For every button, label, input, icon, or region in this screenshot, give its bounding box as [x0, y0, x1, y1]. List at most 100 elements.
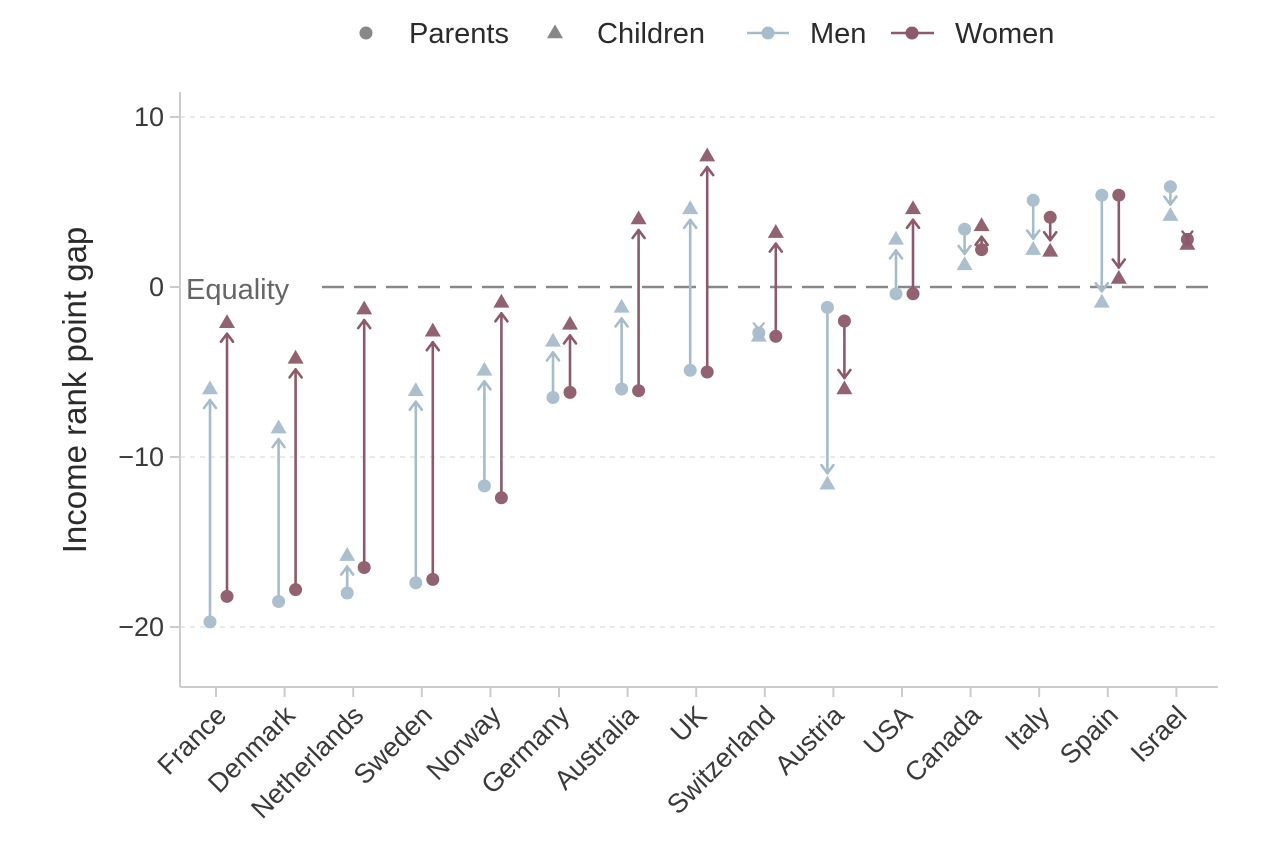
women-child-point: [493, 293, 510, 308]
x-tick-label: Canada: [899, 699, 988, 788]
x-tick-label: USA: [858, 700, 918, 760]
men-child-point: [956, 256, 973, 271]
men-parent-point: [272, 595, 286, 608]
women-child-point: [699, 147, 716, 162]
women-denmark-pair: [287, 349, 304, 597]
arrow-head: [219, 332, 235, 343]
women-parent-point: [700, 365, 714, 379]
gridlines: [180, 116, 1218, 628]
men-child-point: [1025, 241, 1042, 255]
arrow-head: [477, 380, 492, 391]
arrow-head: [631, 228, 646, 240]
arrow-head: [408, 400, 424, 411]
legend-children-label: Children: [597, 18, 705, 50]
men-child-point: [545, 332, 561, 347]
men-child-point: [682, 200, 699, 215]
women-switzerland-pair: [767, 224, 784, 343]
women-child-point: [356, 300, 373, 315]
men-child-point: [202, 380, 218, 395]
men-child-point: [888, 230, 904, 245]
men-child-point: [750, 327, 767, 342]
women-italy-pair: [1042, 210, 1059, 257]
legend-children-marker: [547, 24, 563, 39]
arrow-head: [356, 318, 372, 330]
arrow-head: [1042, 231, 1058, 242]
men-child-point: [407, 382, 424, 396]
series-men: [202, 180, 1179, 629]
women-france-pair: [219, 314, 235, 603]
arrow-head: [699, 165, 715, 177]
men-spain-pair: [1093, 188, 1110, 308]
y-tick-label: 0: [149, 272, 164, 302]
men-parent-point: [203, 615, 217, 629]
x-tick-label: Israel: [1125, 700, 1193, 768]
women-child-point: [836, 380, 853, 395]
women-child-point: [973, 217, 990, 232]
women-parent-point: [1043, 210, 1057, 224]
x-tick-label: Italy: [999, 700, 1056, 757]
women-parent-point: [563, 385, 577, 399]
arrow-head: [545, 351, 561, 362]
equality-label: Equality: [186, 274, 290, 306]
arrow-head: [562, 334, 578, 345]
axes: [170, 92, 1218, 697]
women-spain-pair: [1110, 188, 1127, 284]
men-parent-point: [546, 391, 560, 404]
y-tick-label: 10: [134, 102, 164, 132]
women-parent-point: [357, 561, 371, 574]
legend-parents-marker: [359, 26, 373, 40]
men-austria-pair: [819, 300, 836, 490]
men-israel-pair: [1162, 180, 1179, 221]
men-child-point: [819, 475, 836, 490]
women-netherlands-pair: [356, 300, 373, 574]
women-child-point: [1179, 235, 1196, 250]
women-norway-pair: [493, 293, 510, 505]
x-tick-label: UK: [665, 700, 713, 748]
men-france-pair: [202, 380, 218, 629]
women-parent-point: [289, 583, 303, 597]
women-sweden-pair: [424, 322, 441, 586]
legend: Parents Children Men Women: [359, 18, 1054, 50]
men-child-point: [476, 361, 493, 376]
series-women: [219, 147, 1196, 603]
women-israel-pair: [1179, 230, 1196, 250]
men-parent-point: [1026, 193, 1040, 207]
women-usa-pair: [905, 200, 921, 301]
women-parent-point: [906, 287, 920, 301]
arrow-head: [682, 218, 698, 230]
arrow-head: [288, 368, 303, 379]
women-parent-point: [837, 314, 851, 328]
arrow-head: [974, 235, 989, 247]
arrow-head: [271, 437, 286, 449]
men-australia-pair: [613, 298, 630, 396]
arrow-head: [494, 312, 509, 323]
women-child-point: [562, 315, 578, 330]
men-parent-point: [820, 300, 834, 314]
men-parent-point: [409, 576, 423, 590]
arrow-head: [614, 317, 629, 328]
arrow-head: [905, 218, 921, 230]
men-switzerland-pair: [750, 322, 767, 342]
y-axis-title: Income rank point gap: [56, 227, 93, 554]
women-austria-pair: [836, 314, 853, 395]
women-child-point: [905, 200, 921, 215]
men-parent-point: [1095, 188, 1109, 202]
x-tick-label: Austria: [769, 699, 850, 780]
men-uk-pair: [682, 200, 699, 377]
men-italy-pair: [1025, 193, 1042, 255]
chart-marks: [202, 147, 1196, 629]
arrow-head: [837, 368, 852, 380]
men-norway-pair: [476, 361, 493, 493]
men-parent-point: [615, 382, 629, 396]
men-parent-point: [683, 363, 697, 377]
men-canada-pair: [956, 222, 973, 271]
men-child-point: [339, 547, 356, 561]
legend-parents-label: Parents: [409, 18, 509, 50]
arrow-head: [202, 398, 218, 410]
women-australia-pair: [630, 210, 647, 398]
men-germany-pair: [545, 332, 561, 404]
x-tick-label: Spain: [1054, 700, 1124, 770]
arrow-head: [768, 242, 784, 253]
men-parent-point: [889, 287, 903, 301]
